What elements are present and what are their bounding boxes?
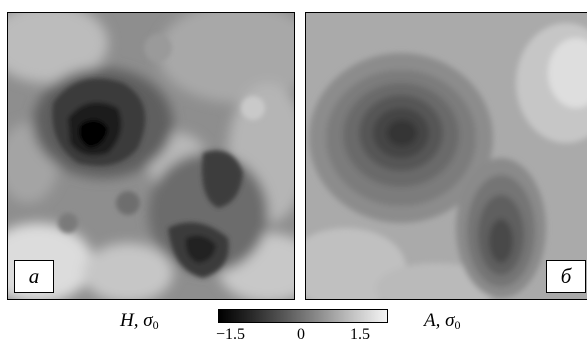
colorbar-left-name: H (120, 310, 134, 331)
panel-a-map: а (7, 12, 295, 300)
colorbar-right-title: A, σ0 (424, 310, 461, 332)
colorbar-right-name: A (424, 310, 436, 331)
panel-b-label: б (546, 260, 586, 293)
panel-b-map: б (305, 12, 587, 300)
colorbar (218, 309, 388, 323)
colorbar-tick-zero: 0 (297, 326, 305, 343)
colorbar-tick-max: 1.5 (350, 326, 370, 343)
colorbar-left-unit: σ (143, 310, 153, 331)
panel-b-contour-image (306, 13, 587, 299)
panel-a-label: а (14, 260, 54, 293)
colorbar-tick-min: −1.5 (216, 326, 246, 343)
colorbar-right-unit-subscript: 0 (454, 318, 461, 332)
colorbar-right-unit: σ (445, 310, 455, 331)
panel-a-contour-image (8, 13, 294, 299)
colorbar-left-title: H, σ0 (120, 310, 159, 332)
colorbar-left-unit-subscript: 0 (152, 318, 159, 332)
